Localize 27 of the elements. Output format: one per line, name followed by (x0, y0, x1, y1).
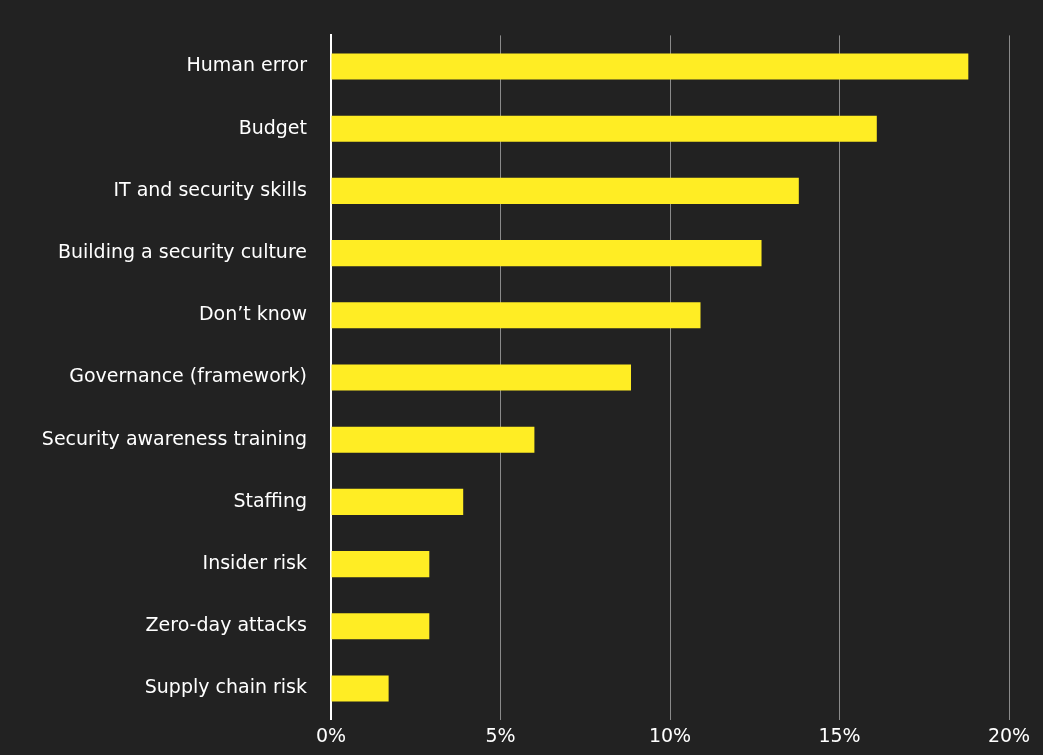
bar (331, 53, 969, 80)
bar (331, 675, 389, 702)
bar (331, 551, 430, 578)
bar (331, 488, 464, 515)
x-tick-label: 5% (485, 723, 516, 746)
y-tick-label: Governance (framework) (69, 364, 307, 387)
y-tick-label: Human error (186, 53, 308, 76)
y-tick-label: Budget (238, 115, 307, 138)
y-tick-label: IT and security skills (113, 177, 307, 200)
bar (331, 240, 762, 267)
bar (331, 177, 799, 204)
y-tick-label: Don’t know (198, 302, 307, 325)
x-tick-label: 0% (315, 723, 347, 746)
x-tick-label: 15% (818, 723, 861, 746)
x-tick-label: 20% (987, 723, 1031, 746)
y-tick-label: Insider risk (202, 551, 307, 574)
y-tick-label: Zero-day attacks (145, 613, 307, 636)
bar (331, 364, 632, 391)
bar (331, 302, 701, 329)
y-tick-label: Security awareness training (41, 426, 307, 449)
x-tick-label: 10% (648, 723, 692, 746)
bar (331, 613, 430, 640)
y-tick-label: Staffing (233, 488, 307, 511)
bar (331, 115, 877, 142)
bar (331, 426, 535, 453)
y-tick-label: Building a security culture (57, 240, 307, 263)
y-tick-label: Supply chain risk (144, 675, 307, 698)
